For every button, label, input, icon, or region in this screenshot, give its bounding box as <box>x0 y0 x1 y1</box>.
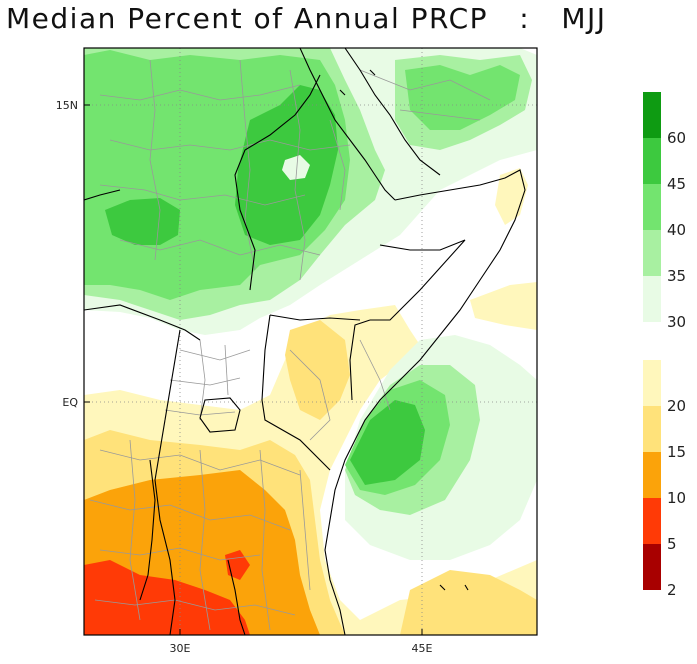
lower-label-1: 15 <box>667 443 686 461</box>
upper-swatch-2 <box>643 184 661 230</box>
precip-fields <box>84 48 537 635</box>
lon-label-45e: 45E <box>412 642 433 655</box>
coast-green-45 <box>350 400 425 485</box>
admin-boundaries <box>89 59 491 631</box>
green-45-west <box>105 198 180 245</box>
lat-label-eq: EQ <box>62 396 78 409</box>
upper-label-3: 35 <box>667 267 686 285</box>
legend-lower-colorbar: 20 15 10 5 2 <box>643 360 686 599</box>
upper-label-0: 60 <box>667 129 686 147</box>
legend-upper-colorbar: 60 45 40 35 30 <box>643 92 686 331</box>
lower-label-0: 20 <box>667 397 686 415</box>
upper-swatch-4 <box>643 276 661 322</box>
country-boundaries <box>84 48 526 635</box>
yellow-20-east <box>470 282 537 330</box>
lat-label-15n: 15N <box>56 99 78 112</box>
lower-swatch-1 <box>643 406 661 452</box>
yellow-15-se <box>400 570 537 635</box>
green-white-hole <box>282 155 310 180</box>
lower-swatch-4 <box>643 544 661 590</box>
upper-swatch-0 <box>643 92 661 138</box>
upper-label-2: 40 <box>667 221 686 239</box>
lower-label-4: 2 <box>667 581 677 599</box>
axis-ticks <box>84 104 423 635</box>
lower-swatch-2 <box>643 452 661 498</box>
upper-label-4: 30 <box>667 313 686 331</box>
upper-swatch-3 <box>643 230 661 276</box>
yellow-20-horn <box>495 168 528 225</box>
upper-label-1: 45 <box>667 175 686 193</box>
yellow-15-kenya <box>285 320 350 420</box>
green-40-ne <box>405 65 520 130</box>
red-5-zone <box>84 560 250 635</box>
lower-swatch-0 <box>643 360 661 406</box>
map-title: Median Percent of Annual PRCP : MJJ <box>6 2 607 35</box>
map-frame <box>83 47 538 636</box>
lon-label-30e: 30E <box>170 642 191 655</box>
lower-swatch-3 <box>643 498 661 544</box>
lower-label-2: 10 <box>667 489 686 507</box>
upper-swatch-1 <box>643 138 661 184</box>
lower-label-3: 5 <box>667 535 677 553</box>
